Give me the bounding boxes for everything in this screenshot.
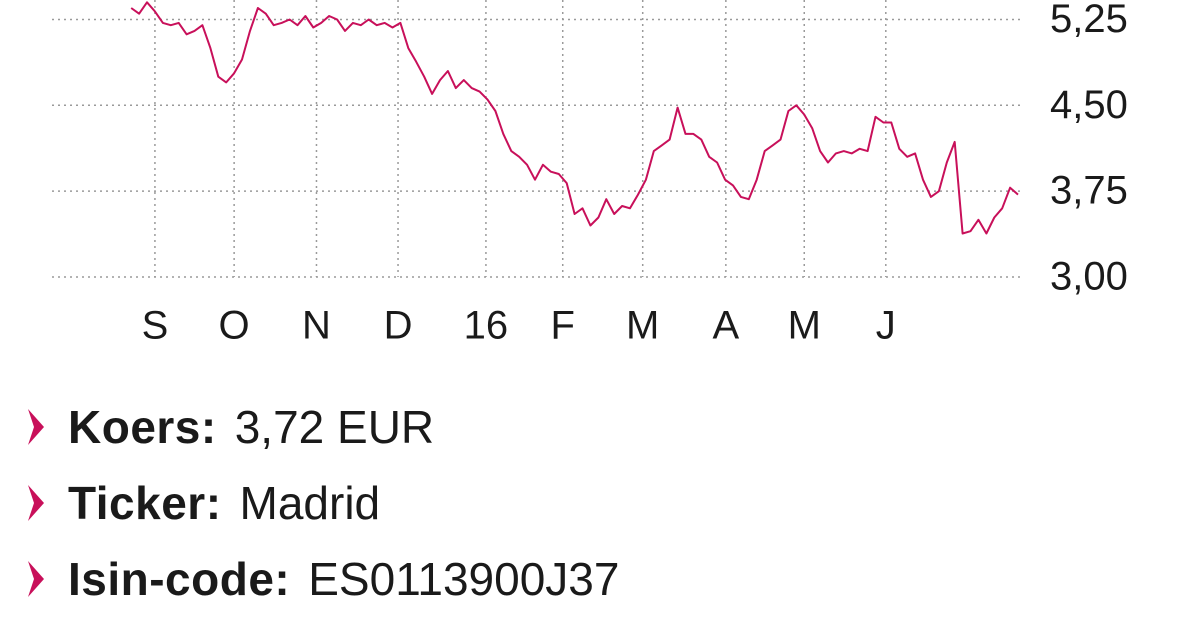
y-tick-label: 5,25 (1050, 0, 1128, 41)
info-row: Koers: 3,72 EUR (26, 400, 434, 454)
price-line (130, 1, 1019, 235)
chart: 3,00 3,75 4,50 5,25 S O N D 16 F M A M J (52, 0, 1128, 348)
info-value: Madrid (239, 477, 381, 529)
info-row: Isin-code: ES0113900J37 (26, 552, 619, 606)
info-value: ES0113900J37 (308, 553, 620, 605)
x-tick-label: D (384, 304, 413, 348)
info-label: Isin-code: (68, 553, 291, 605)
y-tick-label: 3,00 (1050, 255, 1128, 299)
info-label: Ticker: (68, 477, 222, 529)
y-tick-label: 4,50 (1050, 83, 1128, 127)
x-tick-label: O (219, 304, 250, 348)
x-tick-label: F (551, 304, 575, 348)
x-tick-label: J (876, 304, 896, 348)
y-tick-label: 3,75 (1050, 169, 1128, 213)
bullet-arrow (28, 485, 44, 521)
info-label: Koers: (68, 401, 217, 453)
bullet-arrow (28, 409, 44, 445)
bullet-arrow (28, 561, 44, 597)
info-value: 3,72 EUR (234, 401, 435, 453)
x-tick-label: A (713, 304, 740, 348)
x-tick-label: M (788, 304, 821, 348)
x-tick-label: 16 (464, 304, 509, 348)
info-row: Ticker: Madrid (26, 476, 380, 530)
x-tick-label: M (626, 304, 659, 348)
x-tick-label: S (142, 304, 169, 348)
x-tick-label: N (302, 304, 331, 348)
